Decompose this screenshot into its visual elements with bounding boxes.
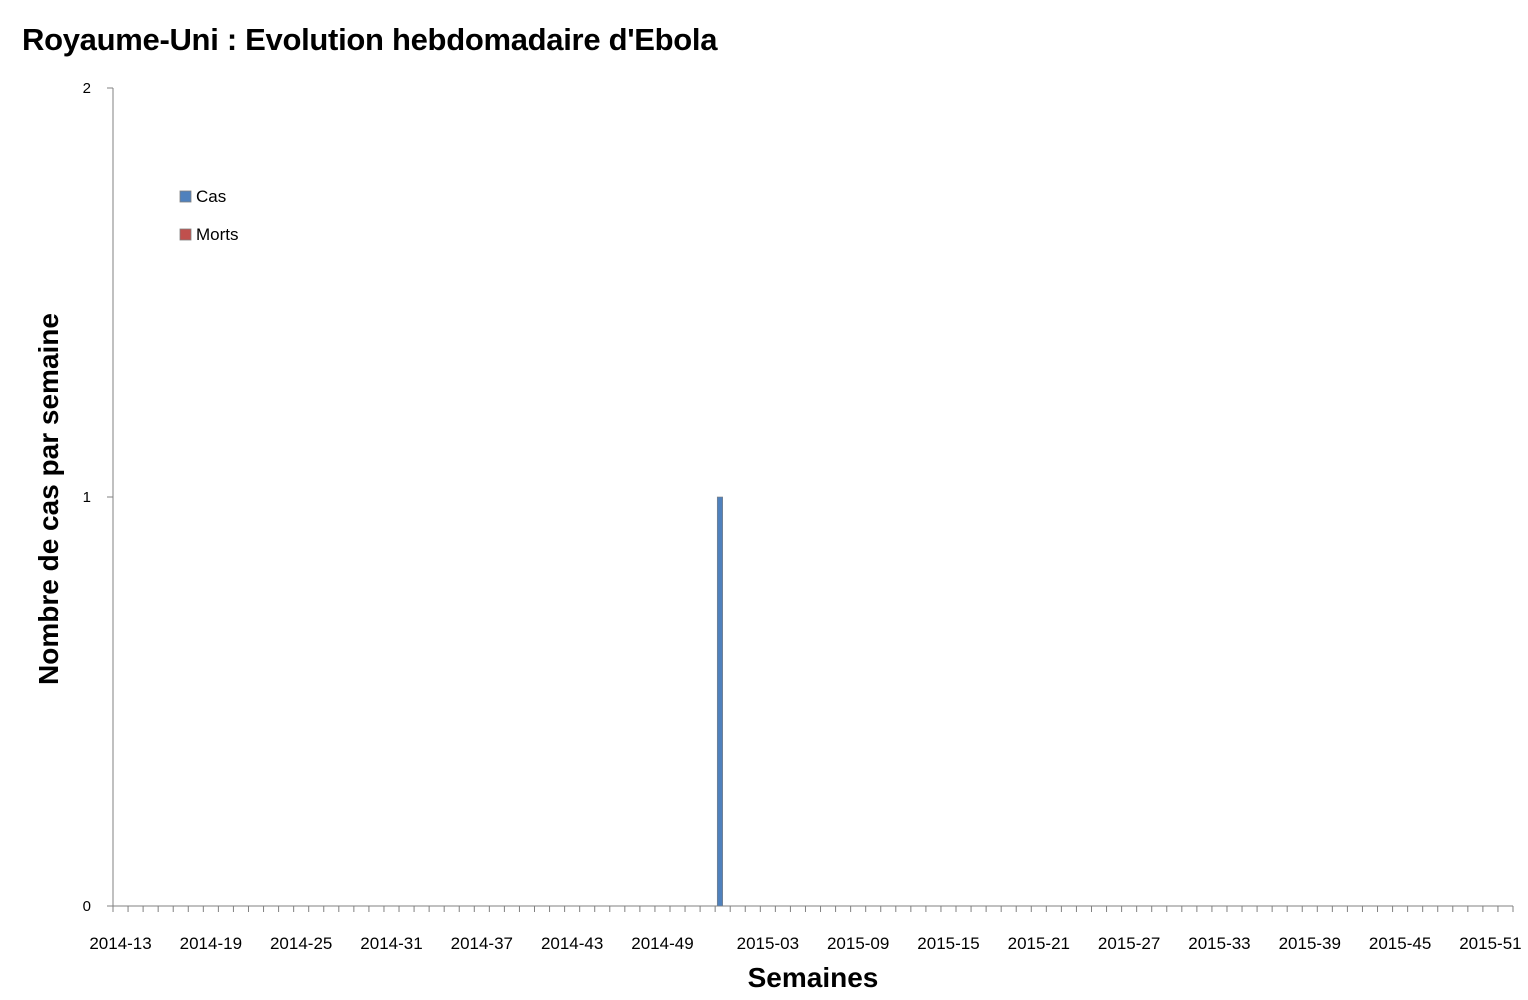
x-tick-label: 2015-15 xyxy=(917,934,979,953)
y-axis-title: Nombre de cas par semaine xyxy=(33,313,64,685)
x-tick-label: 2015-09 xyxy=(827,934,889,953)
x-tick-label: 2014-37 xyxy=(451,934,513,953)
chart-title: Royaume-Uni : Evolution hebdomadaire d'E… xyxy=(22,22,718,57)
legend-label: Morts xyxy=(196,225,239,244)
x-axis-title: Semaines xyxy=(748,962,879,993)
legend-label: Cas xyxy=(196,187,226,206)
x-tick-label: 2014-49 xyxy=(631,934,693,953)
x-tick-label: 2015-27 xyxy=(1098,934,1160,953)
x-tick-label: 2015-51 xyxy=(1459,934,1521,953)
legend-swatch xyxy=(179,228,192,241)
x-tick-label: 2014-13 xyxy=(89,934,151,953)
x-tick-label: 2014-25 xyxy=(270,934,332,953)
x-tick-label: 2015-21 xyxy=(1008,934,1070,953)
x-tick-label: 2014-31 xyxy=(360,934,422,953)
legend: Cas Morts xyxy=(179,187,239,244)
y-tick-label: 2 xyxy=(83,80,91,97)
x-tick-label: 2015-39 xyxy=(1279,934,1341,953)
x-tick-label: 2015-03 xyxy=(737,934,799,953)
x-axis-ticks: 2014-13 2014-19 2014-25 2014-31 2014-37 2014-… xyxy=(89,906,1522,953)
bars xyxy=(716,496,723,907)
axes xyxy=(112,88,1513,907)
bar-cas xyxy=(716,496,723,907)
x-tick-label: 2015-45 xyxy=(1369,934,1431,953)
x-tick-label: 2014-19 xyxy=(180,934,242,953)
y-axis-ticks: 0 1 2 xyxy=(83,80,113,915)
y-tick-label: 1 xyxy=(83,489,91,506)
y-tick-label: 0 xyxy=(83,898,91,915)
x-tick-label: 2014-43 xyxy=(541,934,603,953)
legend-swatch xyxy=(179,190,192,203)
x-tick-label: 2015-33 xyxy=(1188,934,1250,953)
